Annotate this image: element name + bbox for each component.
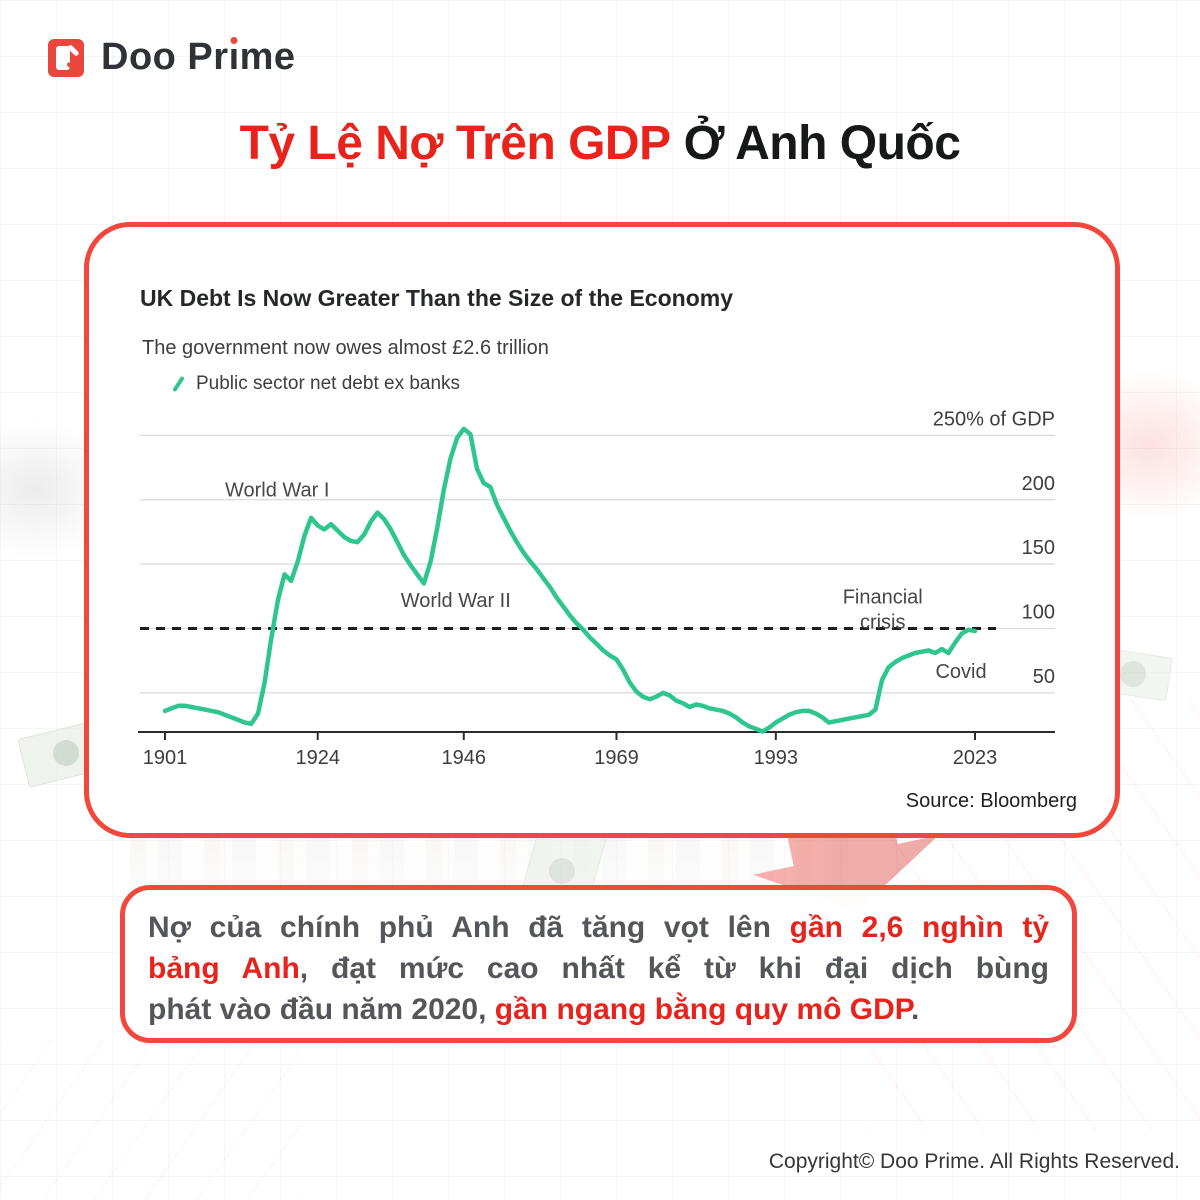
page-title-rest: Ở Anh Quốc <box>683 117 961 170</box>
x-axis-label: 1969 <box>594 747 639 769</box>
summary-highlight: gần ngang bằng quy mô GDP <box>494 993 911 1026</box>
chart-subtitle: The government now owes almost £2.6 tril… <box>142 337 549 359</box>
annotation-world-war-i: World War I <box>225 479 329 501</box>
chart-legend: Public sector net debt ex banks <box>170 373 460 395</box>
annotation-world-war-ii: World War II <box>401 590 511 612</box>
page-title: Tỷ Lệ Nợ Trên GDP Ở Anh Quốc <box>0 116 1200 171</box>
x-axis-label: 2023 <box>953 747 998 769</box>
y-axis-label: 100 <box>1022 602 1055 624</box>
legend-line-swatch-icon <box>172 375 185 393</box>
debt-chart: 1901 1924 1946 1969 1993 2023 250% of GDP 200 15… <box>138 408 1055 769</box>
summary-segment: , đạt mức cao nhất kể từ khi đại dịch bù… <box>299 952 1050 985</box>
summary-highlight: gần 2,6 nghìn tỷ <box>789 911 1049 944</box>
y-axis-label: 150 <box>1022 537 1055 559</box>
x-axis-label: 1901 <box>143 747 188 769</box>
y-axis-label: 200 <box>1022 473 1055 495</box>
y-axis-label: 50 <box>1033 666 1055 688</box>
summary-box: Nợ của chính phủ Anh đã tăng vọt lên gần… <box>120 885 1077 1043</box>
x-axis-label: 1924 <box>295 747 340 769</box>
summary-line: Nợ của chính phủ Anh đã tăng vọt lên gần… <box>148 907 1049 948</box>
summary-line: phát vào đầu năm 2020, gần ngang bằng qu… <box>148 989 1049 1030</box>
annotation-covid: Covid <box>935 661 986 683</box>
doo-prime-logo-icon <box>48 38 84 77</box>
doo-prime-logo: Doo Prı me <box>48 36 296 79</box>
y-axis-label: 250% of GDP <box>933 408 1055 430</box>
summary-text: Nợ của chính phủ Anh đã tăng vọt lên gần… <box>148 907 1049 1030</box>
summary-segment: Nợ của chính phủ Anh đã tăng vọt lên <box>148 911 790 944</box>
chart-source: Source: Bloomberg <box>905 790 1077 812</box>
annotation-financial: Financial <box>843 586 923 608</box>
x-axis-label: 1946 <box>442 747 487 769</box>
background-diagonal-pattern-left <box>0 1040 300 1200</box>
brand-text: Doo Prı me <box>101 36 296 78</box>
brand-i-dot: ı <box>228 36 240 78</box>
summary-segment: . <box>910 993 920 1026</box>
summary-highlight: bảng Anh <box>148 952 300 985</box>
chart-title: UK Debt Is Now Greater Than the Size of … <box>140 285 733 311</box>
chart-card: UK Debt Is Now Greater Than the Size of … <box>84 222 1120 838</box>
red-dot-icon <box>230 37 238 44</box>
summary-line: bảng Anh, đạt mức cao nhất kể từ khi đại… <box>148 948 1049 989</box>
x-axis-label: 1993 <box>754 747 799 769</box>
footer-copyright: Copyright© Doo Prime. All Rights Reserve… <box>768 1150 1180 1173</box>
summary-segment: phát vào đầu năm 2020, <box>148 993 495 1026</box>
debt-line-series <box>162 426 978 734</box>
annotation-crisis: crisis <box>860 611 906 633</box>
legend-label: Public sector net debt ex banks <box>196 373 461 394</box>
page-title-highlight: Tỷ Lệ Nợ Trên GDP <box>239 117 672 170</box>
